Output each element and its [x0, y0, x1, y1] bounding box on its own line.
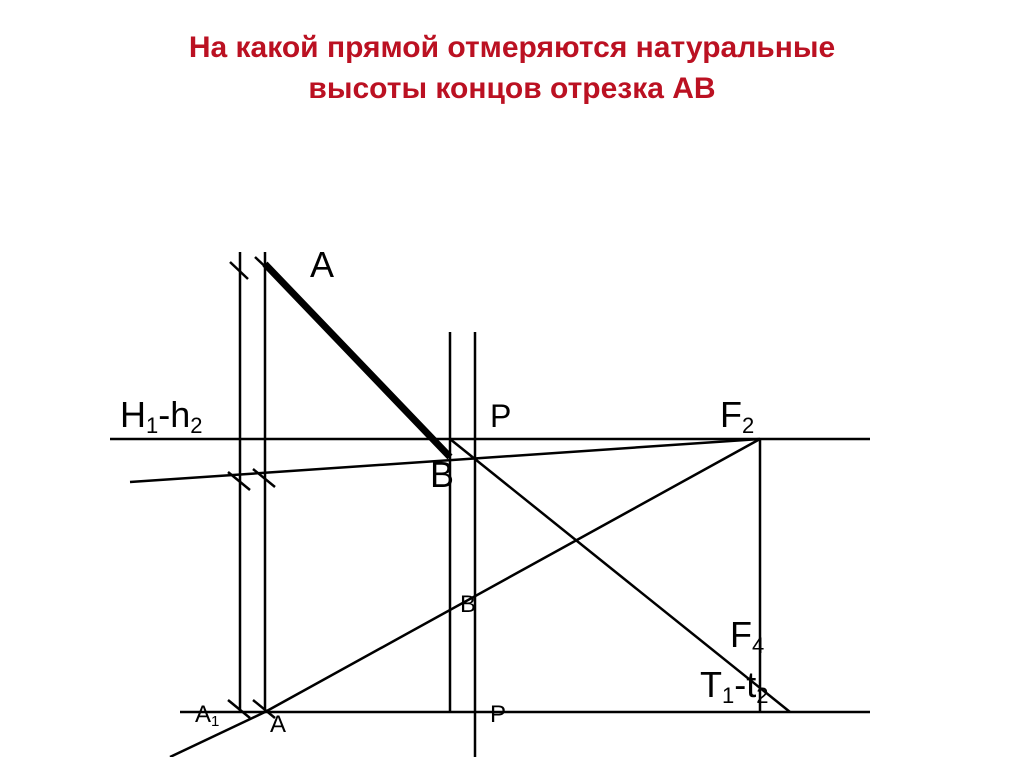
label-T1t2: T1-t2 — [700, 664, 769, 708]
label-P_bot: P — [490, 701, 506, 728]
label-P_top: P — [490, 398, 511, 434]
label-H1h2: H1-h2 — [120, 394, 203, 438]
diag-A-to-F2 — [265, 439, 760, 712]
diagram-svg: AH1-h2PF2BBF4T1-t2A1AP — [0, 117, 1024, 757]
label-F2: F2 — [720, 394, 754, 438]
label-A1: A1 — [195, 701, 219, 730]
title-line-2: высоты концов отрезка АВ — [0, 69, 1024, 110]
label-B_mid: B — [430, 454, 454, 495]
title-line-1: На какой прямой отмеряются натуральные — [0, 28, 1024, 69]
diagram-container: AH1-h2PF2BBF4T1-t2A1AP — [0, 117, 1024, 757]
segment-AB — [265, 264, 450, 457]
title-block: На какой прямой отмеряются натуральные в… — [0, 0, 1024, 117]
label-A_bot: A — [270, 711, 286, 738]
label-A_top: A — [310, 244, 334, 285]
label-B_low: B — [460, 591, 476, 618]
